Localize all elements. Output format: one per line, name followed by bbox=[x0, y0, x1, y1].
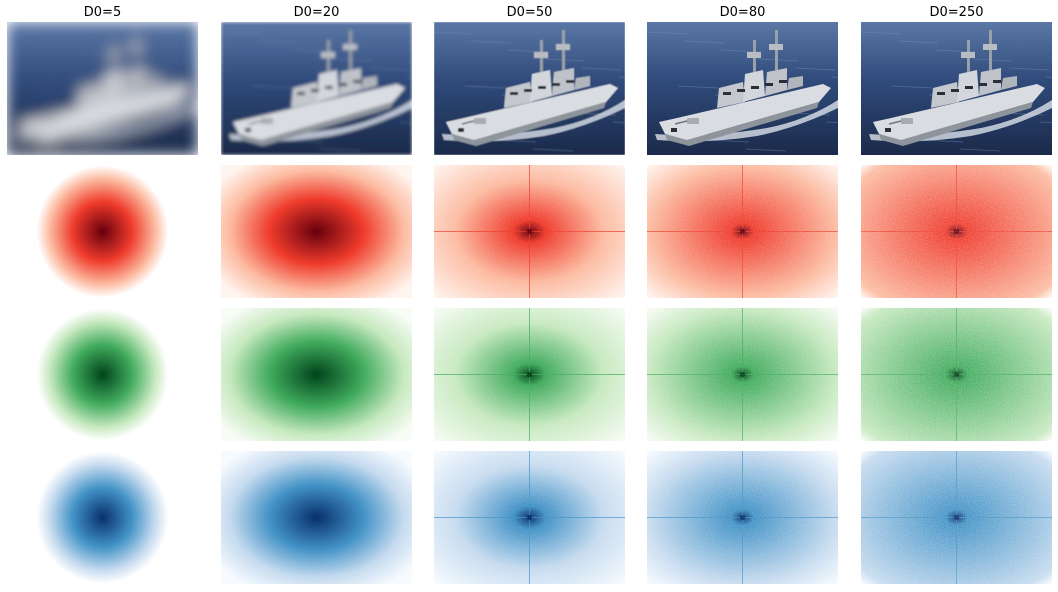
spectrum-greens-panel bbox=[861, 308, 1052, 441]
spectrum-reds-panel bbox=[7, 165, 198, 298]
frequency-spectrum-image bbox=[647, 308, 838, 441]
spectrum-blues-panel bbox=[647, 451, 838, 584]
column-title: D0=50 bbox=[434, 5, 625, 21]
ship-photo bbox=[434, 22, 625, 155]
frequency-spectrum-image bbox=[221, 308, 412, 441]
spectrum-blues-panel bbox=[434, 451, 625, 584]
filtered-ship-image bbox=[647, 22, 838, 155]
ship-photo bbox=[7, 22, 198, 155]
frequency-spectrum-image bbox=[647, 165, 838, 298]
ship-photo bbox=[647, 22, 838, 155]
frequency-spectrum-image bbox=[434, 451, 625, 584]
frequency-spectrum-image bbox=[221, 165, 412, 298]
frequency-spectrum-image bbox=[7, 451, 198, 584]
spectrum-blues-panel bbox=[7, 451, 198, 584]
column-title: D0=250 bbox=[861, 5, 1052, 21]
column-title: D0=5 bbox=[7, 5, 198, 21]
ship-photo bbox=[861, 22, 1052, 155]
ship-photo bbox=[221, 22, 412, 155]
frequency-spectrum-image bbox=[7, 308, 198, 441]
column-title: D0=80 bbox=[647, 5, 838, 21]
spectrum-reds-panel bbox=[221, 165, 412, 298]
frequency-spectrum-image bbox=[221, 451, 412, 584]
filtered-ship-image bbox=[434, 22, 625, 155]
filtered-ship-image bbox=[861, 22, 1052, 155]
spectrum-blues-panel bbox=[861, 451, 1052, 584]
filtered-ship-image bbox=[7, 22, 198, 155]
frequency-spectrum-image bbox=[434, 165, 625, 298]
frequency-spectrum-image bbox=[7, 165, 198, 298]
frequency-spectrum-image bbox=[434, 308, 625, 441]
frequency-spectrum-image bbox=[861, 308, 1052, 441]
spectrum-greens-panel bbox=[434, 308, 625, 441]
spectrum-reds-panel bbox=[647, 165, 838, 298]
filtered-ship-image bbox=[221, 22, 412, 155]
spectrum-greens-panel bbox=[647, 308, 838, 441]
spectrum-reds-panel bbox=[434, 165, 625, 298]
column-title: D0=20 bbox=[221, 5, 412, 21]
spectrum-blues-panel bbox=[221, 451, 412, 584]
spectrum-reds-panel bbox=[861, 165, 1052, 298]
frequency-spectrum-image bbox=[647, 451, 838, 584]
frequency-spectrum-image bbox=[861, 451, 1052, 584]
spectrum-greens-panel bbox=[7, 308, 198, 441]
spectrum-greens-panel bbox=[221, 308, 412, 441]
frequency-spectrum-image bbox=[861, 165, 1052, 298]
